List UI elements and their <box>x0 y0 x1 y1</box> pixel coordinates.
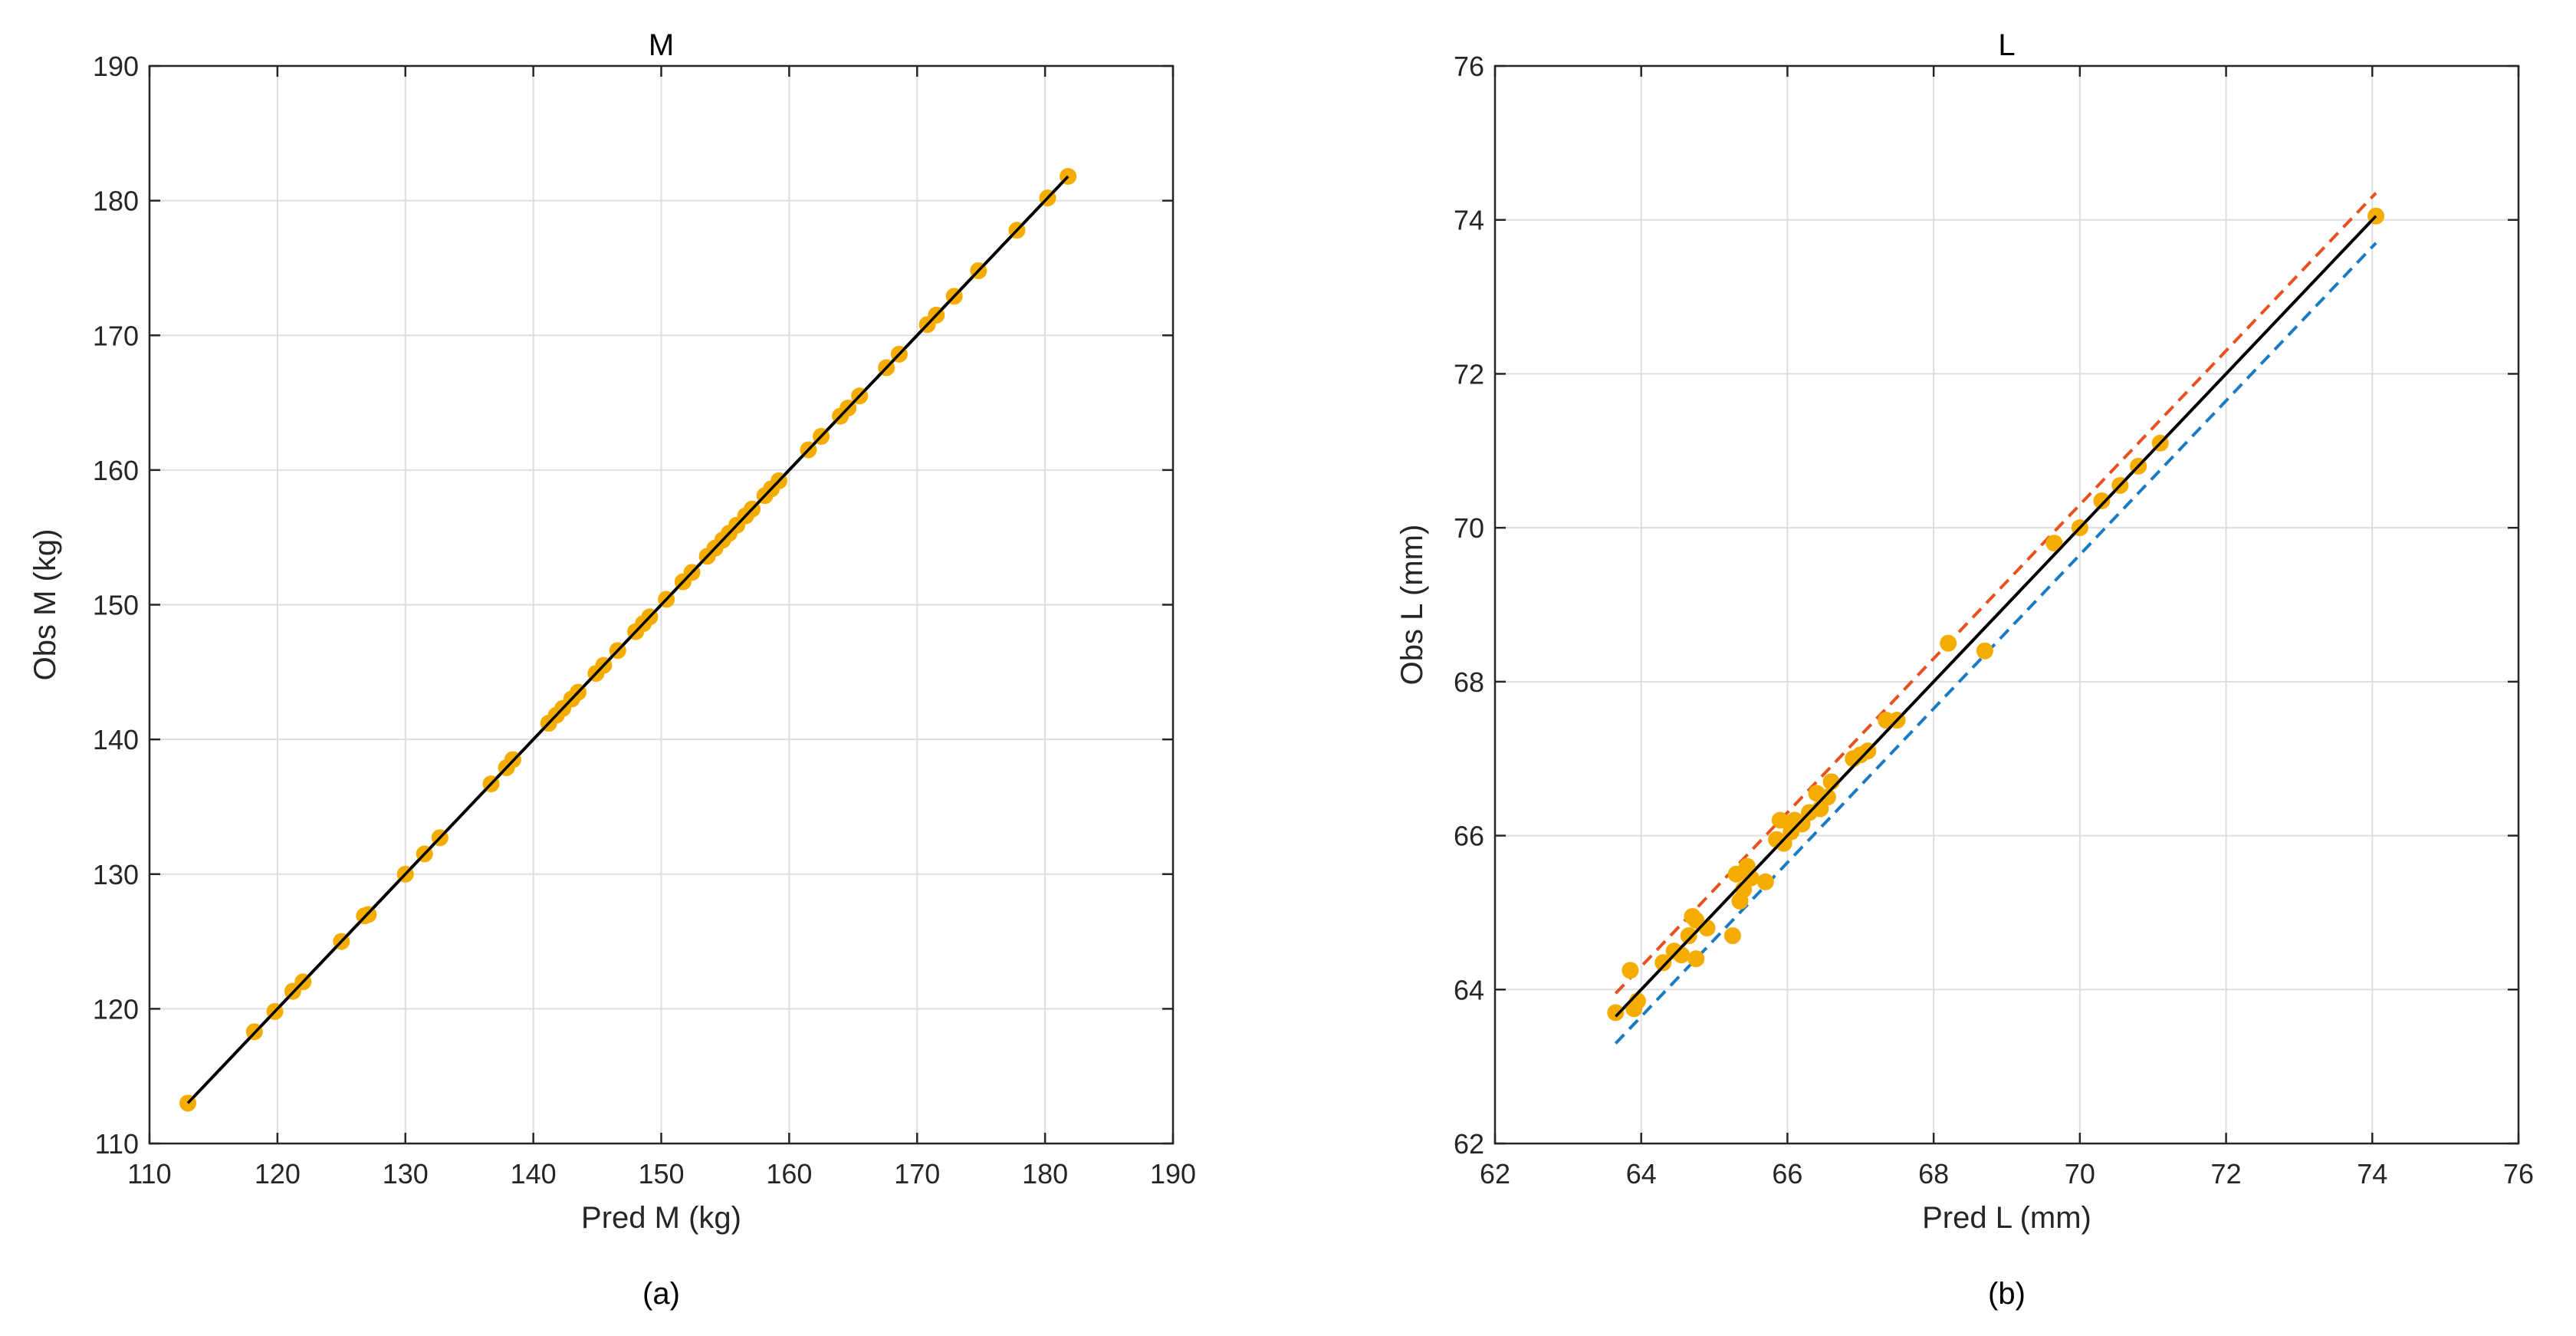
dashed-bound-line <box>1614 242 2377 1045</box>
x-tick-label: 130 <box>383 1158 429 1190</box>
y-tick-label: 66 <box>1454 821 1484 852</box>
x-tick-label: 120 <box>255 1158 301 1190</box>
plot-frame <box>1493 64 2520 1145</box>
data-point <box>2045 535 2063 552</box>
y-axis-label: Obs L (mm) <box>1395 525 1429 686</box>
fit-line-overlay <box>186 175 1070 1104</box>
x-axis-label: Pred L (mm) <box>1922 1201 2091 1235</box>
y-axis-label: Obs M (kg) <box>28 529 62 681</box>
data-point <box>1723 927 1741 945</box>
y-tick-label: 74 <box>1454 205 1484 236</box>
x-tick-label: 74 <box>2357 1158 2387 1190</box>
panel-b: 62 64 66 68 70 72 74 76 62 64 66 68 70 72 74 76 L Pred L … <box>1395 28 2534 1311</box>
x-tick-label: 170 <box>894 1158 940 1190</box>
y-tick-label: 140 <box>93 724 139 755</box>
x-tick-label: 62 <box>1480 1158 1510 1190</box>
panel-caption: (a) <box>642 1277 680 1311</box>
x-tick-label: 66 <box>1772 1158 1802 1190</box>
y-tick-label: 64 <box>1454 974 1484 1005</box>
x-tick-label: 72 <box>2211 1158 2242 1190</box>
y-tick-label: 76 <box>1454 51 1484 82</box>
data-point <box>1976 642 1993 660</box>
data-point <box>1756 873 1774 890</box>
x-tick-label: 140 <box>511 1158 557 1190</box>
x-tick-label: 190 <box>1150 1158 1196 1190</box>
y-tick-label: 72 <box>1454 358 1484 390</box>
data-point <box>1771 811 1789 829</box>
x-tick-label: 68 <box>1918 1158 1949 1190</box>
fit-line-overlay <box>1615 215 2377 1018</box>
chart-title: M <box>649 28 674 62</box>
x-tick-label: 76 <box>2503 1158 2534 1190</box>
panel-a: 110 120 130 140 150 160 170 180 190 110 120 130 140 1… <box>28 28 1196 1311</box>
y-tick-label: 190 <box>93 51 139 82</box>
y-tick-label: 160 <box>93 455 139 486</box>
data-point <box>2093 492 2111 510</box>
x-tick-label: 180 <box>1022 1158 1068 1190</box>
y-tick-label: 68 <box>1454 666 1484 698</box>
x-tick-label: 70 <box>2065 1158 2095 1190</box>
y-tick-label: 150 <box>93 590 139 621</box>
data-point <box>1622 962 1639 979</box>
x-axis-label: Pred M (kg) <box>581 1201 741 1235</box>
x-tick-label: 160 <box>766 1158 812 1190</box>
panel-caption: (b) <box>1988 1277 2026 1311</box>
data-point <box>1940 634 1957 652</box>
x-tick-label: 64 <box>1626 1158 1657 1190</box>
y-tick-label: 170 <box>93 320 139 351</box>
data-point <box>1742 869 1760 887</box>
y-tick-label: 180 <box>93 186 139 217</box>
y-tick-label: 62 <box>1454 1128 1484 1160</box>
y-tick-label: 130 <box>93 859 139 890</box>
data-point <box>1654 954 1672 972</box>
y-tick-label: 120 <box>93 993 139 1025</box>
data-point <box>1819 788 1836 806</box>
x-tick-label: 150 <box>638 1158 684 1190</box>
data-point <box>1607 1004 1625 1022</box>
data-point <box>1680 927 1697 945</box>
y-tick-label: 70 <box>1454 512 1484 544</box>
data-point <box>1687 950 1705 968</box>
y-tick-label: 110 <box>95 1128 139 1160</box>
x-tick-label: 110 <box>127 1158 171 1190</box>
chart-title: L <box>1998 28 2015 62</box>
